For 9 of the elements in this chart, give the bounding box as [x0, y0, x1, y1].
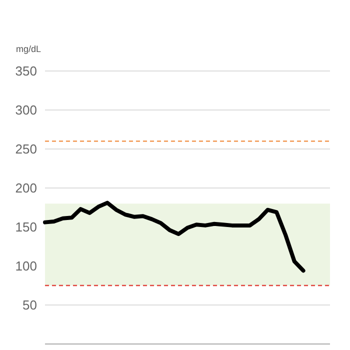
- y-tick-label: 300: [15, 102, 37, 118]
- y-tick-label: 100: [15, 258, 37, 274]
- line-series: [43, 200, 306, 273]
- y-tick-label: 50: [22, 298, 37, 313]
- y-tick-label: 200: [15, 180, 37, 196]
- y-tick-label: 250: [15, 142, 37, 157]
- y-tick-label: 350: [15, 64, 37, 79]
- y-axis-title: mg/dL: [16, 44, 42, 54]
- y-tick-label: 150: [15, 220, 37, 235]
